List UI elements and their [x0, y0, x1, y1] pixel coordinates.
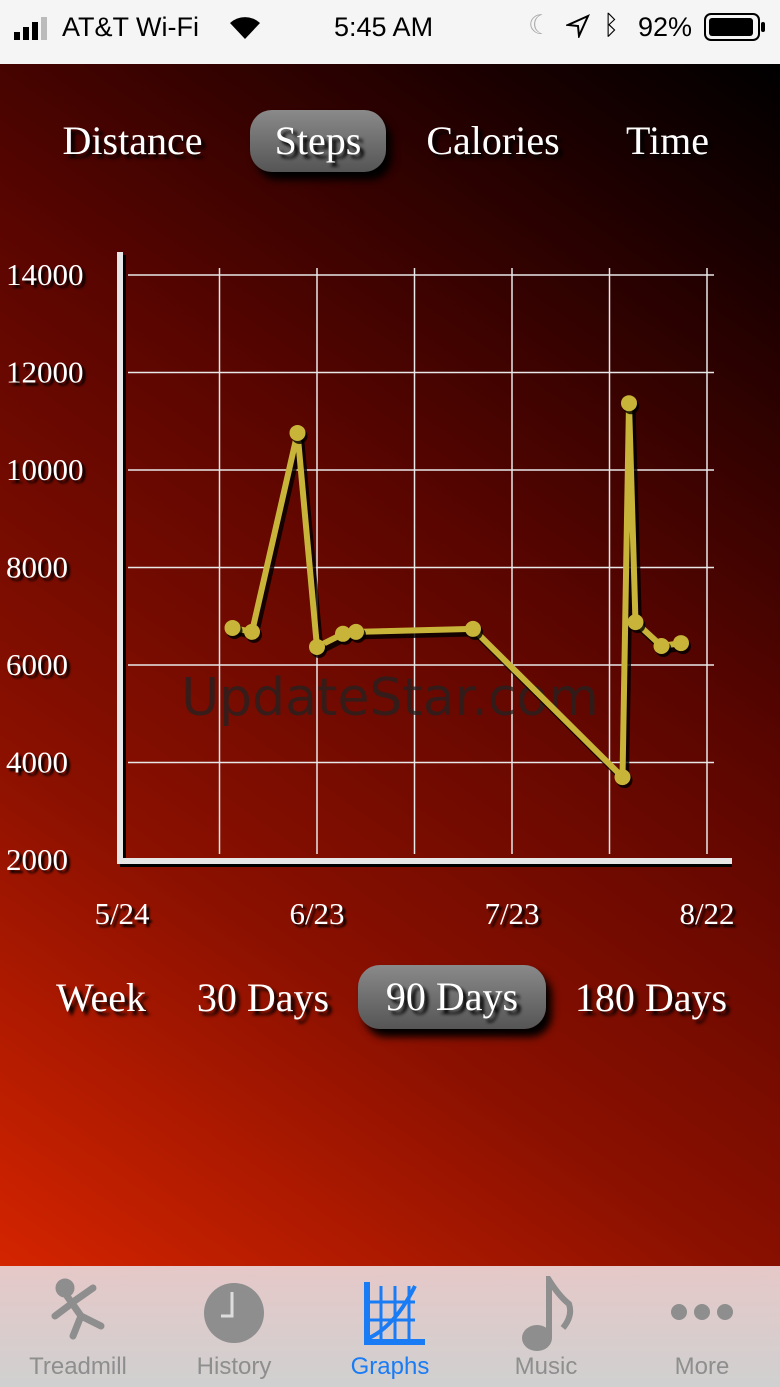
- music-note-icon: [522, 1276, 574, 1351]
- data-point: [224, 619, 241, 636]
- data-point: [335, 625, 351, 642]
- metric-tab-steps[interactable]: Steps: [250, 110, 386, 172]
- status-bar: AT&T Wi-Fi 5:45 AM ☾ ᛒ 92%: [0, 0, 780, 64]
- x-axis: [117, 858, 732, 864]
- clock-time: 5:45 AM: [334, 12, 434, 42]
- graph-icon: [364, 1282, 425, 1345]
- data-point: [621, 395, 637, 412]
- tab-label: Music: [514, 1353, 578, 1380]
- range-tab-180-days[interactable]: 180 Days: [574, 975, 728, 1020]
- y-tick-label: 14000: [6, 257, 84, 292]
- y-axis: [117, 252, 123, 864]
- battery-percent: 92%: [638, 12, 693, 42]
- battery-icon: [704, 13, 768, 50]
- tab-music[interactable]: Music: [468, 1266, 624, 1387]
- bluetooth-icon: ᛒ: [603, 10, 620, 40]
- data-point: [465, 620, 481, 637]
- carrier: AT&T Wi-Fi: [62, 12, 199, 42]
- x-tick-label: 6/23: [289, 896, 344, 931]
- moon-icon: ☾: [528, 10, 553, 40]
- metric-tab-calories[interactable]: Calories: [426, 118, 560, 163]
- location-icon: [564, 14, 590, 45]
- runner-icon: [51, 1278, 105, 1340]
- tab-label: Treadmill: [29, 1353, 127, 1380]
- data-point: [614, 769, 631, 786]
- steps-chart: 14000 12000 10000 8000 6000 4000 2000 5/24 6/23…: [6, 252, 735, 931]
- data-point: [244, 623, 260, 640]
- data-point: [309, 638, 325, 655]
- watermark: UpdateStar.com: [181, 668, 599, 728]
- y-tick-label: 10000: [6, 452, 84, 487]
- metric-tab-time[interactable]: Time: [625, 118, 709, 163]
- range-tab-week[interactable]: Week: [55, 975, 147, 1020]
- tab-bar: Treadmill History Graphs Music More: [0, 1266, 780, 1387]
- data-point: [673, 635, 689, 652]
- tab-history[interactable]: History: [156, 1266, 312, 1387]
- x-tick-label: 7/23: [484, 896, 539, 931]
- data-point: [348, 623, 364, 640]
- y-tick-label: 6000: [6, 647, 68, 682]
- range-tab-90-days[interactable]: 90 Days: [358, 965, 546, 1029]
- clock-icon: [204, 1283, 264, 1343]
- tab-treadmill[interactable]: Treadmill: [0, 1266, 156, 1387]
- y-tick-label: 12000: [6, 355, 84, 390]
- tab-label: More: [674, 1353, 730, 1380]
- tab-label: History: [196, 1353, 272, 1380]
- wifi-icon: [228, 14, 262, 47]
- y-tick-label: 8000: [6, 550, 68, 585]
- data-point: [627, 614, 644, 631]
- tab-graphs[interactable]: Graphs: [312, 1266, 468, 1387]
- y-tick-label: 4000: [6, 745, 68, 780]
- data-point: [289, 424, 306, 441]
- y-tick-label: 2000: [6, 842, 68, 877]
- tab-more[interactable]: More: [624, 1266, 780, 1387]
- signal-icon: [14, 16, 54, 47]
- range-tab-30-days[interactable]: 30 Days: [196, 975, 330, 1020]
- x-tick-label: 5/24: [94, 896, 150, 931]
- x-tick-label: 8/22: [679, 896, 734, 931]
- metric-tab-distance[interactable]: Distance: [62, 118, 203, 163]
- data-point: [653, 637, 670, 654]
- tab-label: Graphs: [350, 1353, 430, 1380]
- more-icon: [671, 1304, 733, 1320]
